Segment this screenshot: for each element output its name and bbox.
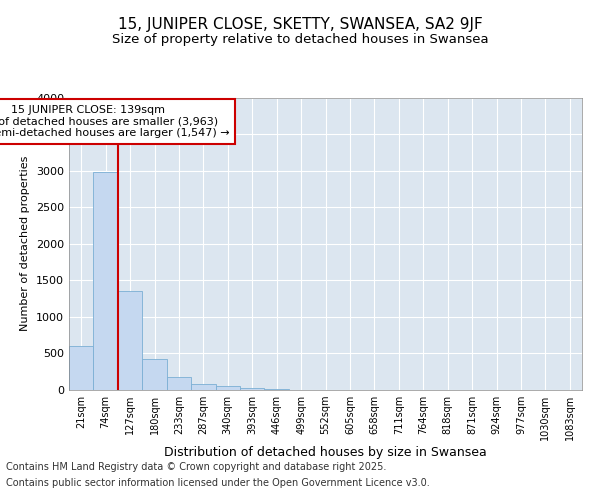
Text: Size of property relative to detached houses in Swansea: Size of property relative to detached ho… bbox=[112, 32, 488, 46]
X-axis label: Distribution of detached houses by size in Swansea: Distribution of detached houses by size … bbox=[164, 446, 487, 458]
Text: Contains public sector information licensed under the Open Government Licence v3: Contains public sector information licen… bbox=[6, 478, 430, 488]
Bar bbox=[240, 388, 265, 390]
Text: Contains HM Land Registry data © Crown copyright and database right 2025.: Contains HM Land Registry data © Crown c… bbox=[6, 462, 386, 472]
Y-axis label: Number of detached properties: Number of detached properties bbox=[20, 156, 31, 332]
Bar bbox=[118, 292, 142, 390]
Bar bbox=[94, 172, 118, 390]
Bar bbox=[215, 386, 240, 390]
Bar bbox=[191, 384, 215, 390]
Text: 15 JUNIPER CLOSE: 139sqm
← 72% of detached houses are smaller (3,963)
28% of sem: 15 JUNIPER CLOSE: 139sqm ← 72% of detach… bbox=[0, 105, 230, 138]
Bar bbox=[69, 346, 94, 390]
Text: 15, JUNIPER CLOSE, SKETTY, SWANSEA, SA2 9JF: 15, JUNIPER CLOSE, SKETTY, SWANSEA, SA2 … bbox=[118, 18, 482, 32]
Bar bbox=[142, 358, 167, 390]
Bar bbox=[167, 377, 191, 390]
